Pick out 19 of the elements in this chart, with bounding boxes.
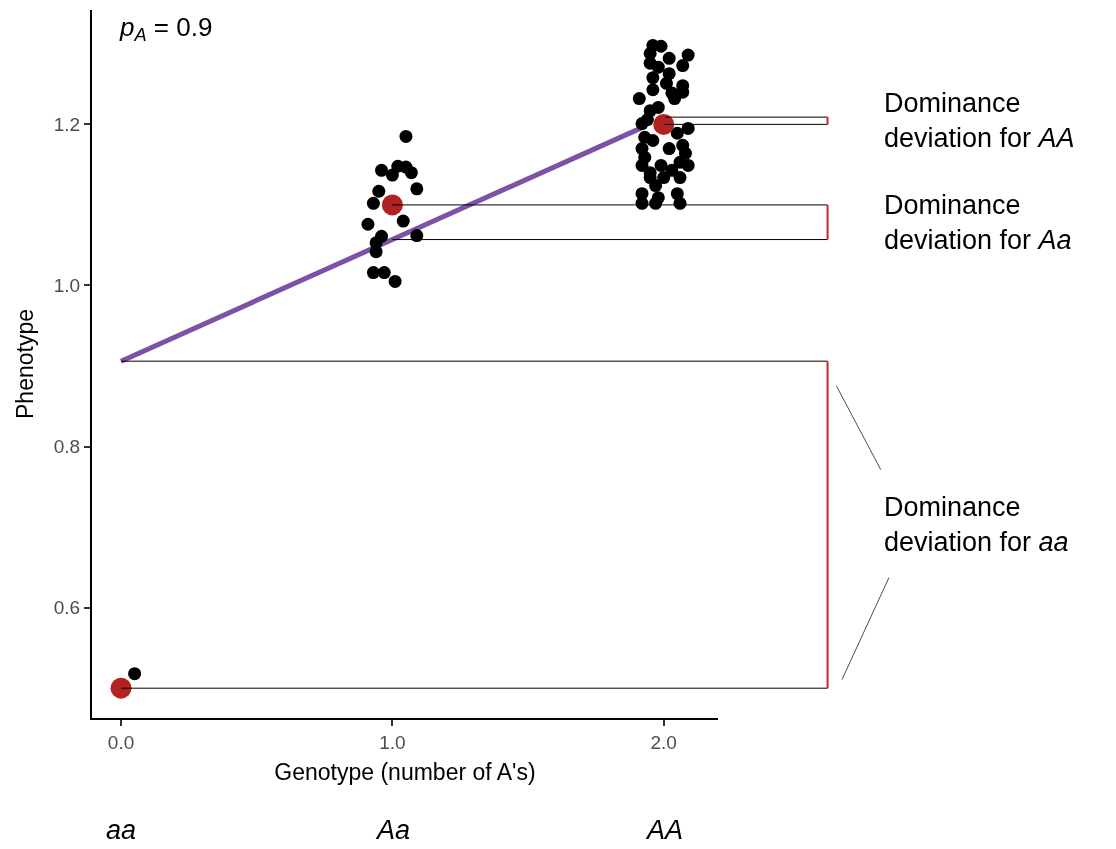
y-axis-title: Phenotype: [11, 309, 38, 419]
x-tick-label: 0.0: [107, 731, 135, 753]
y-tick-label: 1.0: [53, 275, 81, 297]
text: Aa: [375, 815, 411, 845]
x-axis-title: Genotype (number of A's): [274, 758, 536, 785]
ref-line-label: Dominance deviation for AA: [884, 88, 1075, 154]
annotation: p$_{A}$ = 0.9: [119, 12, 213, 46]
x-tick-label: 2.0: [650, 731, 677, 753]
text: aa: [106, 815, 137, 845]
ref-line-label: Dominance deviation for Aa: [884, 190, 1072, 256]
x-tick-label: 1.0: [379, 731, 406, 753]
point: [110, 677, 132, 699]
y-tick-label: 1.2: [53, 114, 81, 136]
point: [653, 113, 675, 135]
text: AA: [645, 815, 684, 845]
point: [381, 194, 403, 216]
text: Dominance deviation for aa: [884, 492, 1069, 558]
y-tick-label: 0.8: [53, 436, 81, 458]
y-tick-label: 0.6: [53, 597, 81, 619]
